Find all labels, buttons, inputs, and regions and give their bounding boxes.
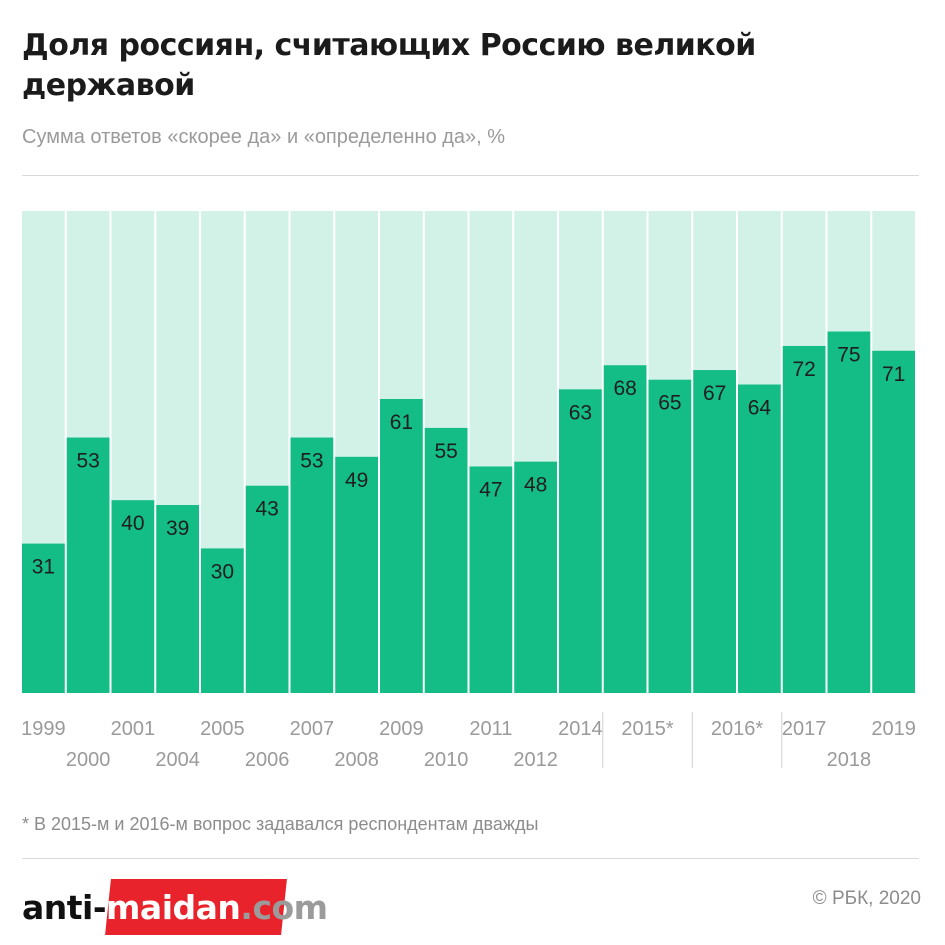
bar-value-label: 65 — [658, 392, 681, 415]
bar-value-label: 47 — [479, 478, 502, 501]
bar — [201, 548, 244, 693]
x-tick-label: 2004 — [155, 749, 200, 771]
bar-value-label: 31 — [32, 556, 55, 579]
bar-value-label: 43 — [255, 498, 278, 521]
bar — [22, 543, 65, 693]
bar-value-label: 48 — [524, 474, 547, 497]
x-tick-label: 2001 — [111, 718, 156, 740]
x-tick-label: 2012 — [513, 749, 558, 771]
bar — [66, 437, 110, 693]
x-tick-label: 2009 — [379, 718, 424, 740]
bar — [693, 370, 736, 693]
bar — [111, 500, 155, 693]
bar — [603, 365, 647, 693]
bar-value-label: 68 — [613, 377, 636, 400]
x-tick-label: 2006 — [245, 749, 290, 771]
bar — [648, 379, 692, 693]
x-tick-label: 2011 — [469, 718, 512, 740]
footnote: * В 2015-м и 2016-м вопрос задавался рес… — [22, 814, 539, 834]
bar-value-label: 67 — [703, 382, 726, 405]
top-divider — [22, 175, 919, 176]
bar-value-label: 64 — [748, 397, 772, 420]
watermark-part-1: anti- — [22, 888, 107, 927]
bar-value-label: 63 — [569, 401, 592, 424]
watermark-part-3: .com — [240, 888, 328, 927]
bar-value-label: 53 — [76, 450, 99, 473]
bar — [738, 384, 781, 693]
bottom-divider — [22, 858, 919, 859]
bar-value-label: 30 — [211, 560, 234, 583]
bar — [290, 437, 334, 693]
bar — [559, 389, 602, 693]
x-tick-label: 2017 — [782, 718, 827, 740]
bar — [782, 345, 826, 693]
bar-value-label: 75 — [837, 344, 860, 367]
bar-value-label: 72 — [792, 358, 815, 381]
bar — [380, 398, 423, 693]
x-tick-label: 2008 — [334, 749, 379, 771]
watermark-part-2: maidan — [106, 888, 241, 927]
bar-value-label: 49 — [345, 469, 368, 492]
bar-value-label: 40 — [121, 512, 144, 535]
x-tick-label: 2018 — [827, 749, 872, 771]
x-tick-label: 2015* — [621, 718, 673, 740]
chart-subtitle: Сумма ответов «скорее да» и «определенно… — [22, 126, 506, 148]
watermark-text: anti-maidan.com — [22, 888, 328, 927]
x-tick-label: 1999 — [21, 718, 66, 740]
bar-value-label: 71 — [882, 363, 905, 386]
bar-value-label: 39 — [166, 517, 189, 540]
bar — [156, 505, 199, 693]
x-tick-label: 2005 — [200, 718, 245, 740]
bar — [514, 461, 557, 693]
bar-value-label: 55 — [434, 440, 457, 463]
watermark-logo: anti-maidan.com — [22, 877, 362, 937]
x-tick-label: 2007 — [290, 718, 335, 740]
bar-value-label: 53 — [300, 450, 323, 473]
x-tick-label: 2019 — [871, 718, 916, 740]
bar — [469, 466, 513, 693]
x-tick-label: 2000 — [66, 749, 111, 771]
bar — [424, 427, 468, 693]
x-tick-label: 2016* — [711, 718, 763, 740]
bar — [872, 350, 915, 693]
bar — [827, 331, 871, 693]
copyright-credit: © РБК, 2020 — [812, 888, 921, 909]
bar — [335, 456, 378, 693]
x-tick-label: 2014 — [558, 718, 603, 740]
x-tick-label: 2010 — [424, 749, 469, 771]
chart-title: Доля россиян, считающих Россию великой д… — [22, 28, 756, 103]
bar-value-label: 61 — [390, 411, 413, 434]
bar — [245, 485, 289, 693]
